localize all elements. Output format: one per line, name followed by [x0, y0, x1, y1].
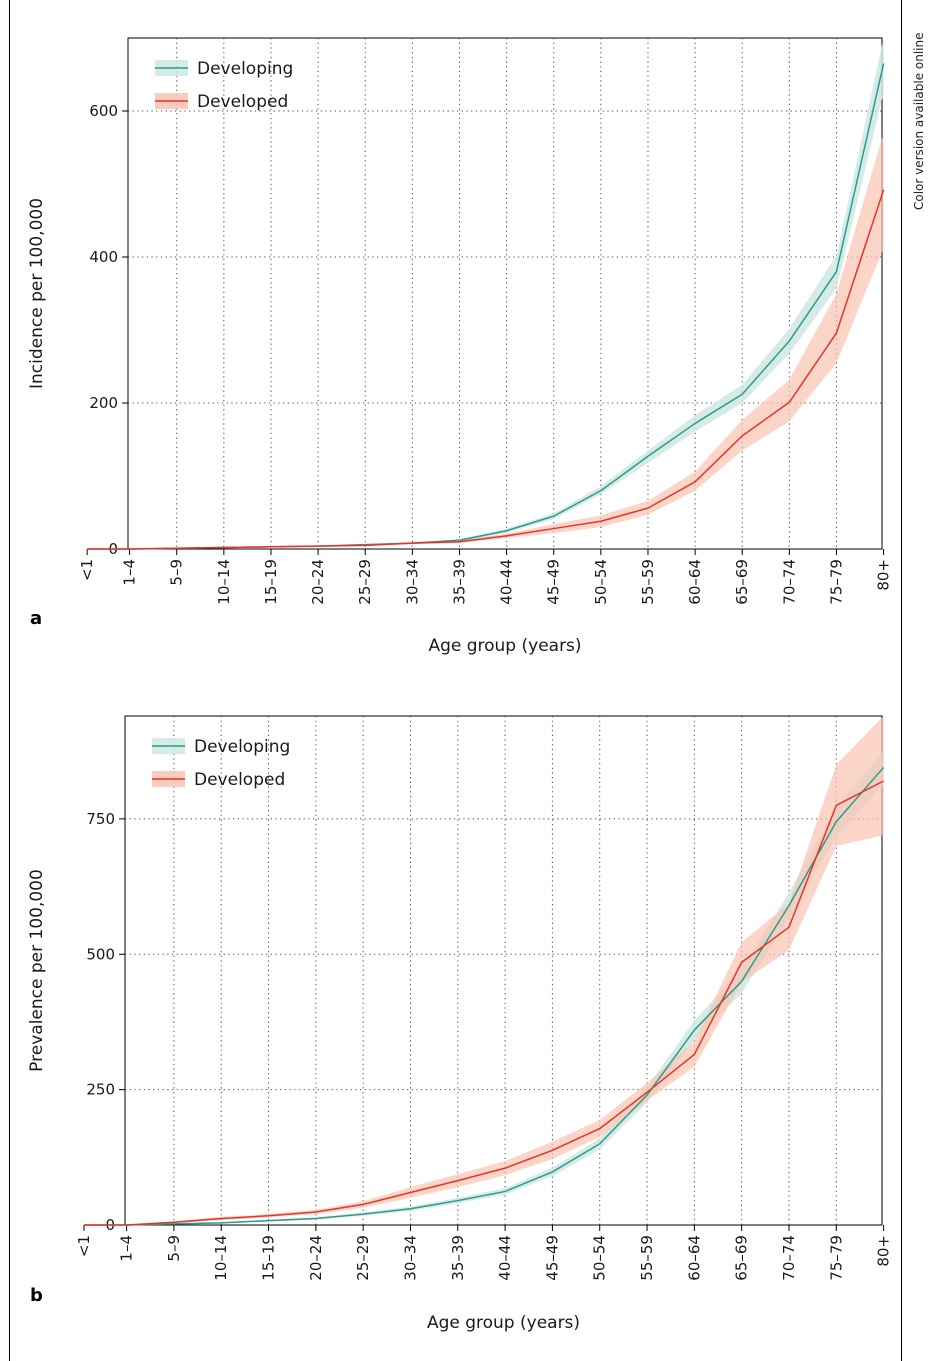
x-tick-label: 75–79: [827, 1235, 845, 1281]
series-line-developed: [87, 189, 885, 550]
x-tick-label: 50–54: [592, 559, 610, 605]
y-axis-title: Incidence per 100,000: [27, 198, 47, 389]
panel-label: b: [30, 1285, 43, 1306]
x-axis-title: Age group (years): [427, 1313, 580, 1333]
x-tick-label: 30–34: [401, 1235, 419, 1281]
y-tick-label: 750: [86, 810, 115, 828]
x-tick-label: 65–69: [733, 1235, 751, 1281]
color-version-note: Color version available online: [912, 32, 926, 211]
x-tick-label: 60–64: [686, 559, 704, 605]
x-tick-label: 55–59: [638, 1235, 656, 1281]
confidence-band-developing: [87, 38, 884, 549]
x-tick-label: 15–19: [262, 559, 280, 605]
x-tick-label: 1–4: [118, 1235, 136, 1262]
y-tick-label: 200: [89, 394, 118, 412]
x-tick-label: 40–44: [498, 559, 516, 605]
x-tick-label: <1: [75, 1235, 93, 1257]
y-axis-title: Prevalence per 100,000: [27, 869, 47, 1072]
x-tick-label: 10–14: [212, 1235, 230, 1281]
x-tick-label: 50–54: [591, 1235, 609, 1281]
x-tick-label: 70–74: [780, 1235, 798, 1281]
y-tick-label: 400: [89, 248, 118, 266]
x-tick-label: 45–49: [545, 559, 563, 605]
x-axis-title: Age group (years): [428, 636, 581, 656]
x-tick-label: 35–39: [450, 559, 468, 605]
x-tick-label: 80+: [875, 1235, 893, 1267]
series-line-developed: [84, 780, 884, 1226]
x-tick-label: 55–59: [639, 559, 657, 605]
confidence-band-developed: [87, 132, 884, 549]
x-tick-label: 80+: [875, 559, 893, 591]
legend-label-developed: Developed: [197, 92, 288, 112]
y-tick-label: 600: [89, 102, 118, 120]
confidence-band-developing: [84, 751, 884, 1225]
x-tick-label: 75–79: [827, 559, 845, 605]
legend-label-developed: Developed: [194, 770, 285, 790]
x-tick-label: 15–19: [260, 1235, 278, 1281]
x-tick-label: <1: [78, 559, 96, 581]
x-tick-label: 25–29: [356, 559, 374, 605]
y-tick-label: 250: [86, 1081, 115, 1099]
x-tick-label: 65–69: [733, 559, 751, 605]
page-border-left: [9, 0, 10, 1361]
x-tick-label: 35–39: [449, 1235, 467, 1281]
x-tick-label: 40–44: [496, 1235, 514, 1281]
x-tick-label: 30–34: [403, 559, 421, 605]
x-tick-label: 45–49: [543, 1235, 561, 1281]
x-tick-label: 1–4: [121, 559, 139, 586]
page-border-right: [901, 0, 902, 1361]
plot-frame: [124, 715, 883, 1226]
series-line-developing: [84, 766, 885, 1226]
legend-label-developing: Developing: [194, 737, 290, 757]
x-tick-label: 25–29: [354, 1235, 372, 1281]
plot-frame: [127, 37, 883, 550]
confidence-band-developed: [84, 716, 884, 1225]
series-line-developing: [87, 63, 885, 550]
panel-label: a: [30, 608, 42, 629]
x-tick-label: 60–64: [685, 1235, 703, 1281]
x-tick-label: 10–14: [215, 559, 233, 605]
x-tick-label: 20–24: [307, 1235, 325, 1281]
x-tick-label: 5–9: [165, 1235, 183, 1262]
x-tick-label: 5–9: [168, 559, 186, 586]
x-tick-label: 20–24: [309, 559, 327, 605]
y-tick-label: 500: [86, 945, 115, 963]
x-tick-label: 70–74: [780, 559, 798, 605]
legend-label-developing: Developing: [197, 59, 293, 79]
